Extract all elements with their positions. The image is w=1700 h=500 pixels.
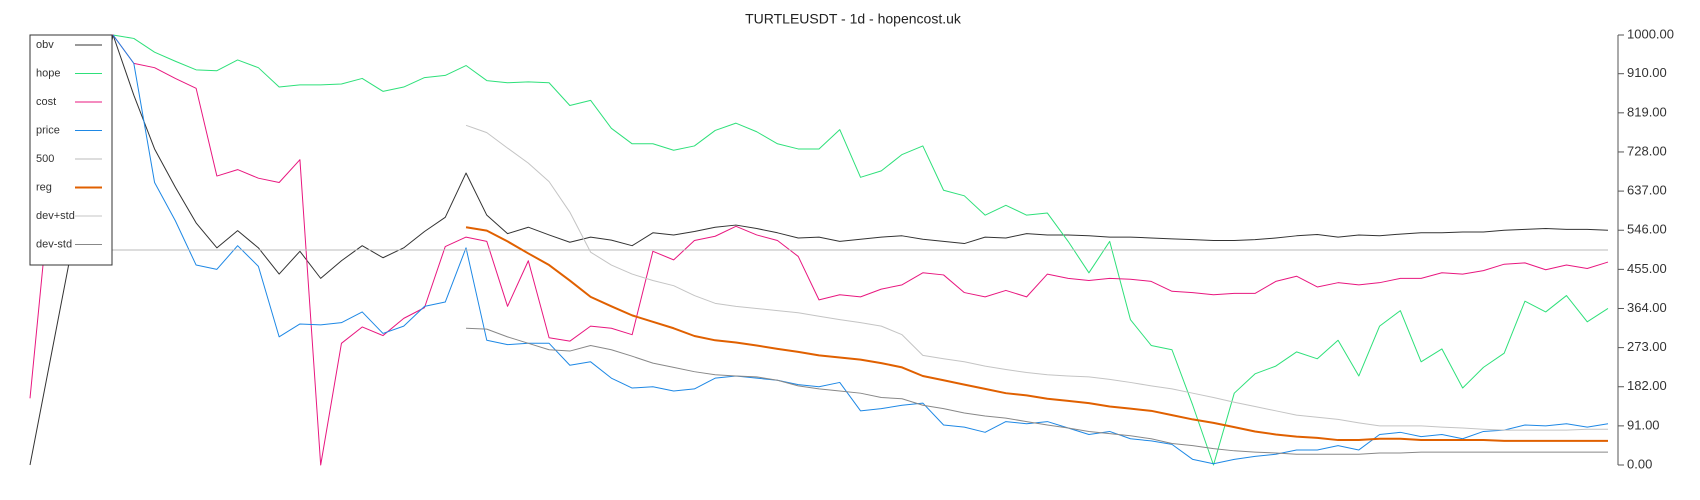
series-line [29, 34, 1609, 466]
y-tick-label: 728.00 [1627, 143, 1667, 158]
series-line [466, 327, 1608, 455]
series-line [29, 34, 1609, 466]
y-tick-label: 910.00 [1627, 65, 1667, 80]
y-tick-label: 819.00 [1627, 104, 1667, 119]
legend-label: reg [36, 181, 52, 193]
y-tick-label: 182.00 [1627, 378, 1667, 393]
chart-title: TURTLEUSDT - 1d - hopencost.uk [745, 11, 962, 27]
y-tick-label: 364.00 [1627, 300, 1667, 315]
y-tick-label: 273.00 [1627, 339, 1667, 354]
series-line [112, 34, 1609, 465]
legend-label: dev-std [36, 238, 72, 250]
series-line [112, 34, 1609, 466]
legend-label: cost [36, 96, 56, 108]
legend-label: price [36, 124, 60, 136]
y-tick-label: 637.00 [1627, 183, 1667, 198]
y-tick-label: 455.00 [1627, 261, 1667, 276]
y-tick-label: 91.00 [1627, 417, 1660, 432]
legend-label: obv [36, 39, 54, 51]
legend-label: 500 [36, 153, 54, 165]
series-line [465, 124, 1608, 431]
legend: obv hope cost price 500 reg dev+std dev-std [29, 34, 113, 266]
series-line [465, 226, 1608, 442]
legend-label: hope [36, 67, 60, 79]
y-tick-label: 1000.00 [1627, 26, 1674, 41]
legend-label: dev+std [36, 210, 75, 222]
y-tick-label: 0.00 [1627, 456, 1652, 471]
y-tick-label: 546.00 [1627, 222, 1667, 237]
